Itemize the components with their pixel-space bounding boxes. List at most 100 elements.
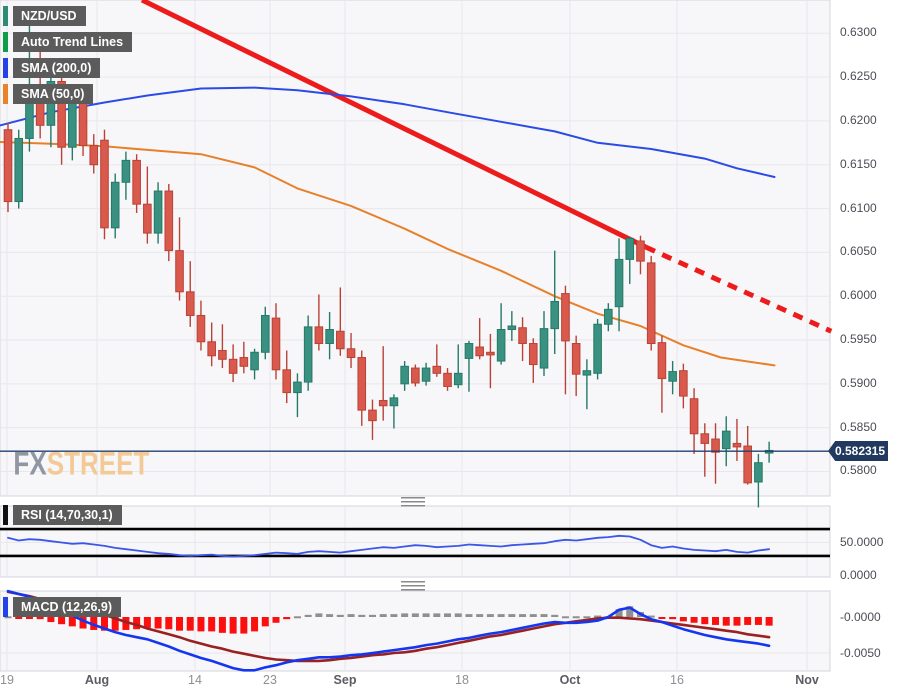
y-axis-label: 0.0000	[840, 568, 877, 582]
macd-histogram-bar	[647, 615, 655, 618]
sma50-color-bar	[3, 84, 8, 104]
macd-histogram-bar	[133, 617, 141, 630]
macd-histogram-bar	[15, 617, 23, 619]
macd-histogram-bar	[111, 617, 119, 631]
candle-body	[561, 293, 570, 342]
legend-item-macd[interactable]: MACD (12,26,9)	[3, 597, 121, 617]
candle-body	[389, 397, 399, 407]
panel-resize-handle-rsi[interactable]	[401, 497, 425, 508]
macd-histogram-bar	[122, 617, 130, 630]
candle-body	[185, 291, 195, 316]
macd-histogram-bar	[529, 614, 537, 617]
legend-item-auto-trend-lines[interactable]: Auto Trend Lines	[3, 32, 133, 52]
x-axis-label: Aug	[84, 673, 110, 687]
candle-body	[303, 326, 313, 383]
macd-histogram-bar	[722, 617, 730, 626]
candle-body	[421, 367, 431, 382]
macd-histogram-bar	[368, 614, 376, 617]
candle-body	[239, 357, 249, 367]
candle-body	[164, 190, 174, 252]
trend-lines-label: Auto Trend Lines	[13, 32, 133, 52]
macd-histogram-bar	[251, 617, 259, 632]
fxstreet-watermark: FXSTREET	[13, 446, 149, 482]
macd-histogram-bar	[690, 617, 698, 623]
macd-histogram-bar	[497, 614, 505, 617]
legend-item-symbol[interactable]: NZD/USD	[3, 6, 86, 26]
macd-histogram-bar	[326, 614, 334, 617]
panel-2	[0, 590, 831, 672]
macd-histogram-bar	[583, 616, 591, 619]
y-axis-label: 0.6050	[840, 244, 877, 258]
panel-resize-handle-macd[interactable]	[401, 581, 425, 592]
macd-histogram-bar	[304, 614, 312, 617]
rsi-line	[7, 534, 770, 558]
candle-body	[507, 325, 517, 330]
candle-body	[100, 139, 109, 229]
candle-body	[571, 343, 581, 375]
sma200-color-bar	[3, 58, 8, 78]
macd-histogram-bar	[4, 616, 12, 619]
candle-body	[314, 326, 324, 345]
sma200-label: SMA (200,0)	[13, 58, 101, 78]
candle-body	[89, 144, 99, 166]
candle-body	[368, 409, 377, 422]
rsi-color-bar	[3, 505, 8, 525]
candle-body	[518, 327, 527, 345]
candle-body	[14, 137, 24, 203]
candle-body	[78, 98, 88, 146]
macd-histogram-bar	[58, 617, 66, 625]
macd-histogram-bar	[572, 616, 580, 619]
macd-histogram-bar	[754, 617, 762, 625]
candle-body	[636, 240, 645, 262]
macd-histogram-bar	[422, 613, 430, 617]
candle-body	[475, 346, 484, 357]
rsi-label: RSI (14,70,30,1)	[13, 505, 122, 525]
macd-color-bar	[3, 597, 8, 617]
legend-item-rsi[interactable]: RSI (14,70,30,1)	[3, 505, 122, 525]
macd-histogram-bar	[143, 617, 151, 628]
macd-histogram-bar	[454, 613, 462, 617]
candle-body	[68, 98, 77, 148]
x-axis-label: 18	[455, 673, 469, 687]
macd-histogram-bar	[197, 617, 205, 632]
candle-body	[528, 343, 538, 366]
macd-line	[6, 589, 771, 672]
macd-histogram-bar	[669, 617, 677, 620]
x-axis-label: 19	[0, 673, 14, 687]
panel-0	[0, 0, 831, 497]
legend-item-sma50[interactable]: SMA (50,0)	[3, 84, 94, 104]
macd-label: MACD (12,26,9)	[13, 597, 121, 617]
macd-histogram-bar	[465, 614, 473, 617]
candle-body	[732, 442, 742, 448]
x-axis-label: 23	[263, 673, 277, 687]
candle-body	[271, 317, 281, 371]
candle-body	[325, 328, 334, 345]
macd-histogram-bar	[176, 617, 184, 631]
candle-body	[486, 351, 495, 356]
candle-body	[357, 357, 367, 411]
macd-histogram-bar	[540, 614, 548, 617]
macd-histogram-bar	[336, 614, 344, 617]
symbol-label: NZD/USD	[13, 6, 86, 26]
candle-body	[614, 258, 624, 308]
y-axis-label: -0.0000	[840, 610, 881, 624]
macd-histogram-bar	[626, 606, 634, 617]
macd-histogram-bar	[401, 613, 409, 617]
y-axis-label: 0.6200	[840, 113, 877, 127]
y-axis-label: 0.5900	[840, 376, 877, 390]
candle-body	[228, 358, 238, 374]
candle-body	[668, 371, 677, 382]
candle-body	[539, 328, 549, 369]
y-axis-label: 0.5850	[840, 420, 877, 434]
macd-histogram-bar	[218, 617, 226, 633]
macd-histogram-bar	[765, 617, 773, 626]
candle-body	[411, 367, 420, 384]
macd-histogram-bar	[390, 614, 398, 617]
macd-histogram-bar	[293, 616, 301, 619]
trend-line-solid	[140, 0, 647, 250]
legend-item-sma200[interactable]: SMA (200,0)	[3, 58, 101, 78]
candle-body	[378, 399, 388, 407]
macd-histogram-bar	[315, 613, 323, 617]
x-axis-label: Sep	[333, 673, 357, 687]
